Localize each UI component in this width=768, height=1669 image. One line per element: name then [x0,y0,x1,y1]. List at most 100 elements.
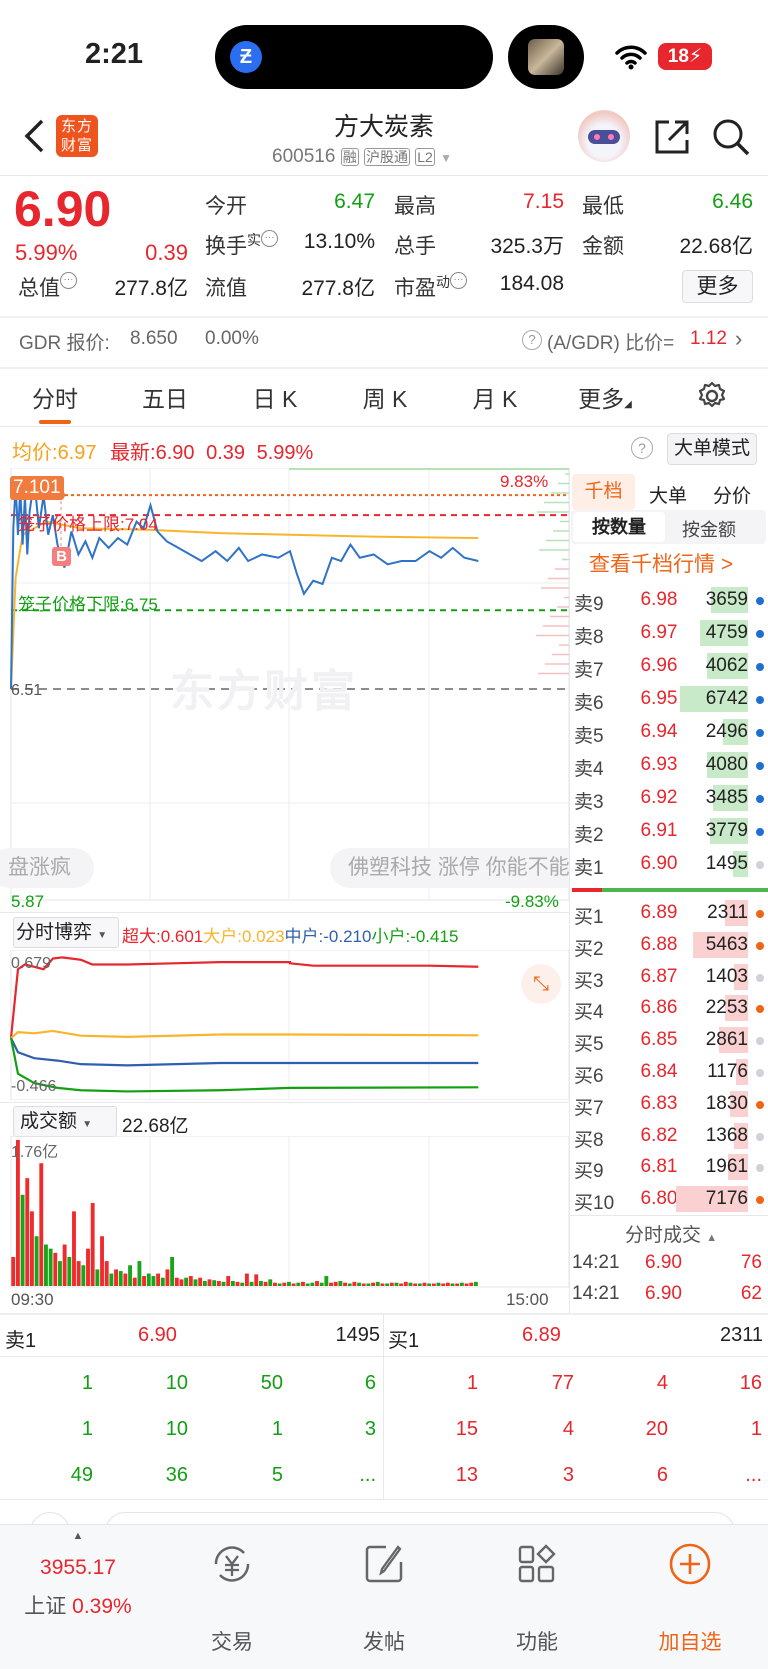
nav-label: 交易 [211,1631,253,1654]
volume-bar [287,1281,291,1286]
order-book-ask-row[interactable]: 卖4 6.93 4080 [569,750,768,780]
sell-queue-cell: 5 [271,1464,283,1486]
volume-bar [338,1281,343,1286]
big-order-mode-button[interactable]: 大单模式 [667,433,757,465]
gdr-row[interactable]: GDR 报价: 8.650 0.00% ? (A/GDR) 比价= 1.12 › [0,326,768,356]
info-dots-icon[interactable]: ··· [60,272,77,289]
nav-trade[interactable]: 交易 [162,1530,302,1654]
volume-selector-dropdown[interactable]: 成交额 ▼ [13,1106,117,1137]
stat-value: 277.8亿 [301,277,375,300]
nav-post[interactable]: 发帖 [314,1530,454,1654]
order-dot-icon [756,696,764,704]
nav-add-watchlist[interactable]: 加自选 [620,1530,760,1654]
expand-chart-button[interactable]: ⤡ [521,964,561,1004]
settings-gear-icon[interactable] [697,381,727,411]
order-book-bid-row[interactable]: 买10 6.80 7176 [569,1184,768,1214]
order-book-ask-row[interactable]: 卖8 6.97 4759 [569,618,768,648]
order-book-bid-row[interactable]: 买6 6.84 1176 [569,1057,768,1087]
help-icon[interactable]: ? [631,437,653,459]
volume-bar [123,1273,128,1286]
info-dots-icon[interactable]: ··· [450,272,467,289]
order-book-ask-row[interactable]: 卖2 6.91 3779 [569,816,768,846]
level-quantity: 1961 [705,1156,748,1178]
order-book-tab-price[interactable]: 分价 [713,486,752,507]
level-quantity: 3779 [705,820,748,841]
order-book-ask-row[interactable]: 卖6 6.95 6742 [569,684,768,714]
volume-chart[interactable] [0,1136,569,1288]
subtab-by-amount[interactable]: 按金额 [682,520,736,540]
order-book-ask-row[interactable]: 卖3 6.92 3485 [569,783,768,813]
game-series-line [9,1037,479,1093]
order-book-ask-row[interactable]: 卖1 6.90 1495 [569,849,768,879]
ticks-header[interactable]: 分时成交 ▲ [625,1220,717,1247]
nav-functions[interactable]: 功能 [467,1530,607,1654]
search-icon[interactable] [711,117,751,157]
stat-label-text: 金额 [582,235,624,258]
volume-bar [90,1203,95,1286]
order-book-bid-row[interactable]: 买5 6.85 2861 [569,1025,768,1055]
volume-bar [240,1282,245,1286]
level-label: 买6 [574,1066,604,1087]
badge-l2: L2 [415,148,435,166]
game-chart[interactable] [0,950,569,1100]
order-book-tab-thousand[interactable]: 千档 [572,474,635,510]
hot-chip-right[interactable]: 佛塑科技 涨停 你能不能 [330,848,569,888]
stat-label-text: 最低 [582,195,624,218]
order-dot-icon [756,795,764,803]
stock-subtitle[interactable]: 600516 融 沪股通 L2 ▼ [272,146,452,168]
order-dot-icon [756,910,764,918]
nav-index-quote[interactable]: ▲ 3955.17 上证 0.39% [8,1530,148,1620]
share-icon[interactable] [653,118,691,156]
assistant-avatar[interactable] [578,110,630,162]
tab-five-day[interactable]: 五日 [142,386,188,412]
order-book-bid-row[interactable]: 买4 6.86 2253 [569,993,768,1023]
level-label: 卖4 [574,759,604,780]
volume-bar [291,1283,296,1286]
order-book-bid-row[interactable]: 买9 6.81 1961 [569,1152,768,1182]
quantity-bar [734,1122,748,1149]
volume-bar [20,1194,25,1286]
badge-connect: 沪股通 [363,148,410,166]
volume-bar [450,1283,455,1286]
order-book-ask-row[interactable]: 卖9 6.98 3659 [569,585,768,615]
stat-label: 最低 [582,190,624,220]
level-price: 6.82 [640,1124,678,1146]
tab-intraday[interactable]: 分时 [32,380,78,424]
info-dots-icon[interactable]: ··· [261,230,278,247]
hot-chip-left[interactable]: 盘涨疯 [0,848,94,888]
order-dot-icon [756,1100,764,1109]
order-book-bid-row[interactable]: 买3 6.87 1403 [569,962,768,992]
volume-bar [417,1283,422,1286]
level-price: 6.88 [640,933,678,955]
order-book-bid-row[interactable]: 买1 6.89 2311 [569,898,768,928]
level-label: 买8 [574,1129,604,1151]
latest-pct: 5.99% [256,442,314,464]
stat-label-text: 最高 [394,195,436,218]
view-depth-link[interactable]: 查看千档行情 > [589,553,734,576]
help-icon[interactable]: ? [522,330,542,350]
tab-monthly-k[interactable]: 月 K [472,386,518,412]
order-book-ask-row[interactable]: 卖5 6.94 2496 [569,717,768,747]
order-dot-icon [756,1037,764,1046]
level-quantity: 3659 [705,589,748,610]
volume-bar [39,1163,44,1286]
order-book-bid-row[interactable]: 买8 6.82 1368 [569,1121,768,1151]
tab-weekly-k[interactable]: 周 K [362,386,408,412]
sell-queue-cell: 49 [70,1464,93,1486]
more-button[interactable]: 更多 [682,270,753,303]
order-book-bid-row[interactable]: 买2 6.88 5463 [569,930,768,960]
ticks-title: 分时成交 [625,1225,702,1246]
order-book-bid-row[interactable]: 买7 6.83 1830 [569,1089,768,1119]
level-quantity: 2311 [707,902,748,923]
order-book-tab-big[interactable]: 大单 [649,486,688,507]
order-book-ask-row[interactable]: 卖7 6.96 4062 [569,651,768,681]
game-selector-dropdown[interactable]: 分时博弈 ▼ [13,917,119,948]
stat-label: 市盈动 ··· [394,272,467,302]
tab-daily-k[interactable]: 日 K [252,386,298,412]
back-chevron-icon[interactable] [22,118,48,154]
sell-queue-cell: 1 [81,1418,93,1440]
sell-queue-cell: 36 [165,1464,188,1486]
volume-bar [184,1277,189,1286]
tab-more[interactable]: 更多◢ [578,380,632,414]
subtab-by-quantity[interactable]: 按数量 [573,512,665,542]
